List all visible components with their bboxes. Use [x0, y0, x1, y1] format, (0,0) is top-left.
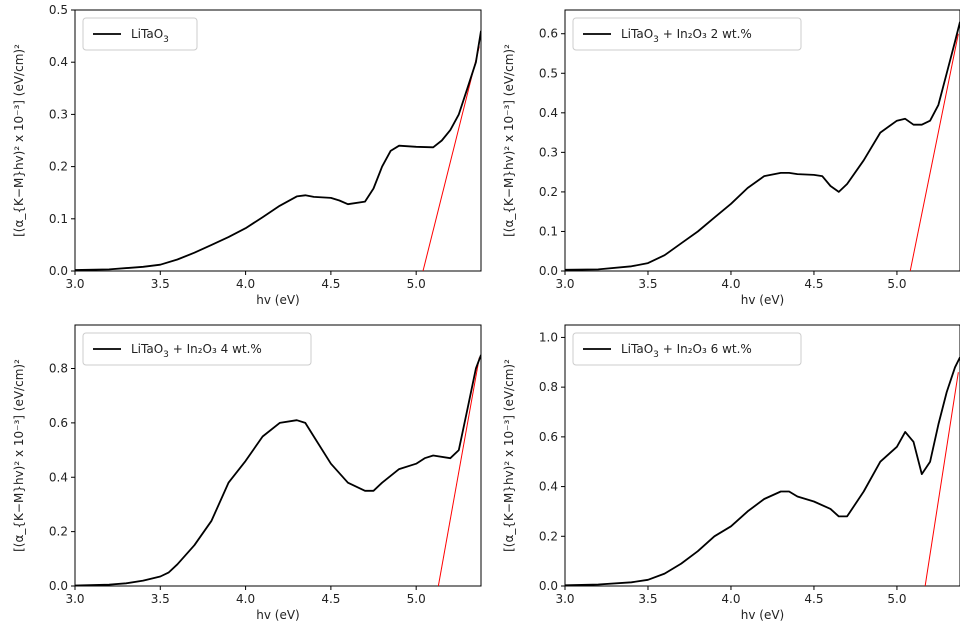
y-tick-label: 0.4 [539, 480, 558, 494]
y-tick-label: 0.6 [539, 430, 558, 444]
x-tick-label: 4.5 [804, 592, 823, 606]
legend-label: LiTaO3 + In₂O₃ 2 wt.% [621, 27, 752, 45]
x-axis-label: hv (eV) [741, 293, 784, 307]
legend-label: LiTaO3 [131, 27, 169, 45]
legend-label-base: LiTaO [621, 27, 653, 41]
panel-litao3: 3.0 3.5 4.0 4.5 5.0 0.0 0.1 0.2 0.3 0.4 0.5 hv (eV)… [12, 3, 482, 307]
tangent-line [422, 46, 480, 271]
y-axis-label: [(α_{K−M}hv)² x 10⁻³] (eV/cm)² [502, 44, 516, 237]
y-tick-label: 0.2 [539, 185, 558, 199]
y-tick-label: 0.6 [539, 27, 558, 41]
legend-label-subscript: 3 [653, 35, 659, 45]
legend-box [82, 332, 312, 366]
y-tick-label: 0.1 [49, 212, 68, 226]
y-axis-label: [(α_{K−M}hv)² x 10⁻³] (eV/cm)² [502, 359, 516, 552]
y-tick-label: 0.4 [49, 470, 68, 484]
x-tick-label: 4.0 [236, 277, 255, 291]
x-axis-label: hv (eV) [256, 293, 299, 307]
x-tick-label: 3.0 [65, 277, 84, 291]
x-tick-label: 3.0 [65, 592, 84, 606]
x-tick-label: 3.0 [555, 277, 574, 291]
x-tick-label: 4.0 [236, 592, 255, 606]
tangent-line [437, 357, 480, 586]
legend-label: LiTaO3 + In₂O₃ 6 wt.% [621, 342, 752, 360]
y-tick-label: 0.3 [539, 145, 558, 159]
tangent-line [909, 33, 959, 271]
y-tick-label: 0.2 [49, 160, 68, 174]
x-tick-label: 4.5 [321, 592, 340, 606]
y-axis-label: [(α_{K−M}hv)² x 10⁻³] (eV/cm)² [12, 359, 26, 552]
x-tick-label: 3.5 [151, 592, 170, 606]
y-tick-label: 0.4 [49, 55, 68, 69]
y-tick-label: 0.0 [539, 264, 558, 278]
y-tick-label: 0.1 [539, 224, 558, 238]
legend-label-subscript: 3 [163, 350, 169, 360]
y-tick-label: 0.0 [49, 264, 68, 278]
x-axis-label: hv (eV) [256, 608, 299, 622]
y-tick-label: 0.2 [539, 529, 558, 543]
x-tick-label: 3.5 [151, 277, 170, 291]
series-line [565, 21, 960, 271]
y-tick-label: 0.0 [49, 579, 68, 593]
legend-label-rest: + In₂O₃ 2 wt.% [659, 27, 752, 41]
x-tick-label: 5.0 [887, 592, 906, 606]
tangent-line [924, 372, 959, 586]
legend-box [82, 17, 198, 51]
x-tick-label: 4.0 [721, 592, 740, 606]
y-tick-label: 0.3 [49, 107, 68, 121]
axes-frame [74, 324, 482, 587]
series-line [75, 30, 481, 271]
y-tick-label: 0.5 [49, 3, 68, 17]
x-tick-label: 5.0 [887, 277, 906, 291]
legend-label-rest: + In₂O₃ 4 wt.% [169, 342, 262, 356]
legend-label-base: LiTaO [131, 27, 163, 41]
axes-frame [564, 324, 960, 587]
legend-label-subscript: 3 [653, 350, 659, 360]
legend-label-rest: + In₂O₃ 6 wt.% [659, 342, 752, 356]
x-tick-label: 5.0 [407, 592, 426, 606]
y-tick-label: 0.8 [539, 380, 558, 394]
x-tick-label: 3.5 [638, 592, 657, 606]
legend-label: LiTaO3 + In₂O₃ 4 wt.% [131, 342, 262, 360]
legend-label-subscript: 3 [163, 35, 169, 45]
y-axis-label: [(α_{K−M}hv)² x 10⁻³] (eV/cm)² [12, 44, 26, 237]
panel-6wt: 3.0 3.5 4.0 4.5 5.0 0.0 0.2 0.4 0.6 0.8 1.0 hv (eV)… [502, 324, 960, 622]
series-line [565, 356, 960, 586]
legend-label-base: LiTaO [131, 342, 163, 356]
x-tick-label: 5.0 [407, 277, 426, 291]
legend-box [572, 332, 802, 366]
x-tick-label: 3.0 [555, 592, 574, 606]
x-axis-label: hv (eV) [741, 608, 784, 622]
axes-frame [74, 9, 482, 272]
series-line [75, 354, 481, 586]
x-tick-label: 4.5 [321, 277, 340, 291]
x-tick-label: 4.5 [804, 277, 823, 291]
panel-4wt: 3.0 3.5 4.0 4.5 5.0 0.0 0.2 0.4 0.6 0.8 hv (eV) [(α… [12, 324, 482, 622]
legend-label-base: LiTaO [621, 342, 653, 356]
y-tick-label: 0.6 [49, 416, 68, 430]
y-tick-label: 0.2 [49, 525, 68, 539]
y-tick-label: 0.5 [539, 66, 558, 80]
legend-box [572, 17, 802, 51]
panel-2wt: 3.0 3.5 4.0 4.5 5.0 0.0 0.1 0.2 0.3 0.4 0.5 0.6 hv (… [502, 9, 960, 307]
y-tick-label: 0.0 [539, 579, 558, 593]
x-tick-label: 4.0 [721, 277, 740, 291]
y-tick-label: 0.4 [539, 106, 558, 120]
y-tick-label: 1.0 [539, 330, 558, 344]
y-tick-label: 0.8 [49, 362, 68, 376]
axes-frame [564, 9, 960, 272]
x-tick-label: 3.5 [638, 277, 657, 291]
